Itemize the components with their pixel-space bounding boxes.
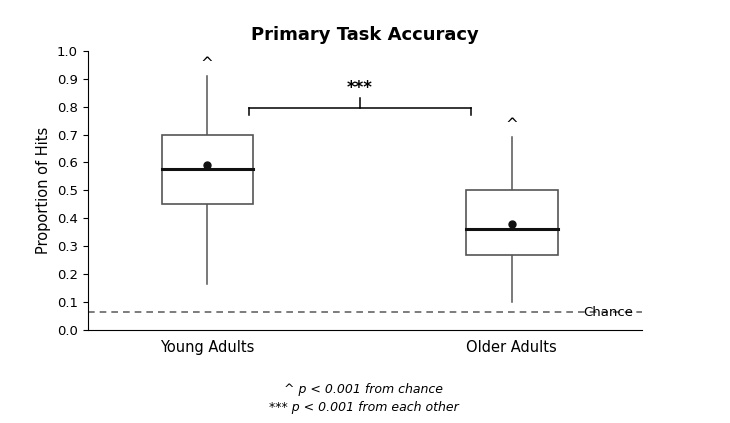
Text: *** p < 0.001 from each other: *** p < 0.001 from each other — [269, 401, 458, 414]
Title: Primary Task Accuracy: Primary Task Accuracy — [251, 26, 479, 44]
Bar — [466, 190, 558, 255]
Text: ^ p < 0.001 from chance: ^ p < 0.001 from chance — [285, 383, 443, 396]
Text: ^: ^ — [201, 56, 214, 71]
Bar — [161, 135, 253, 204]
Text: Chance: Chance — [584, 306, 634, 319]
Text: ***: *** — [347, 80, 372, 97]
Y-axis label: Proportion of Hits: Proportion of Hits — [36, 127, 51, 254]
Text: ^: ^ — [505, 117, 518, 132]
